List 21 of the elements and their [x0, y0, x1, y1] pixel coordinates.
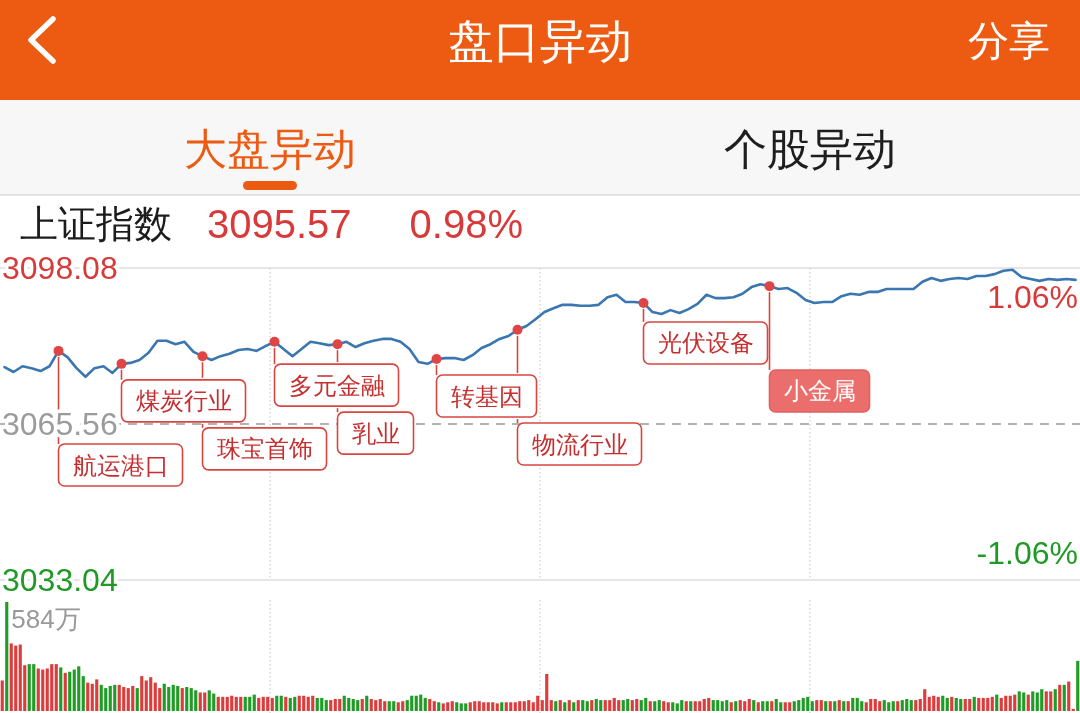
y2-tick-label: 1.06%: [987, 279, 1078, 315]
y2-tick-label: -1.06%: [976, 535, 1078, 571]
annotation: 小金属: [783, 377, 856, 405]
annotation: 多元金融: [288, 371, 385, 399]
annotation: 航运港口: [72, 451, 169, 479]
annotation: 584万: [11, 604, 81, 634]
annotation: 转基因: [450, 382, 523, 410]
annotation: 珠宝首饰: [216, 435, 313, 463]
y-tick-label: 3098.08: [2, 250, 118, 286]
text: 分享: [968, 18, 1050, 64]
y-tick-label: 3033.04: [2, 562, 118, 598]
text: 盘口异动: [448, 15, 632, 67]
text: 个股异动: [724, 125, 896, 173]
text: 0.98%: [409, 202, 524, 246]
text: 3095.57: [207, 202, 352, 246]
annotation: 光伏设备: [657, 329, 754, 357]
annotation: 物流行业: [531, 430, 628, 458]
text: 大盘异动: [184, 125, 356, 173]
annotation: 煤炭行业: [135, 387, 232, 415]
chart-title: 上证指数: [20, 203, 172, 245]
annotation: 乳业: [351, 419, 400, 447]
